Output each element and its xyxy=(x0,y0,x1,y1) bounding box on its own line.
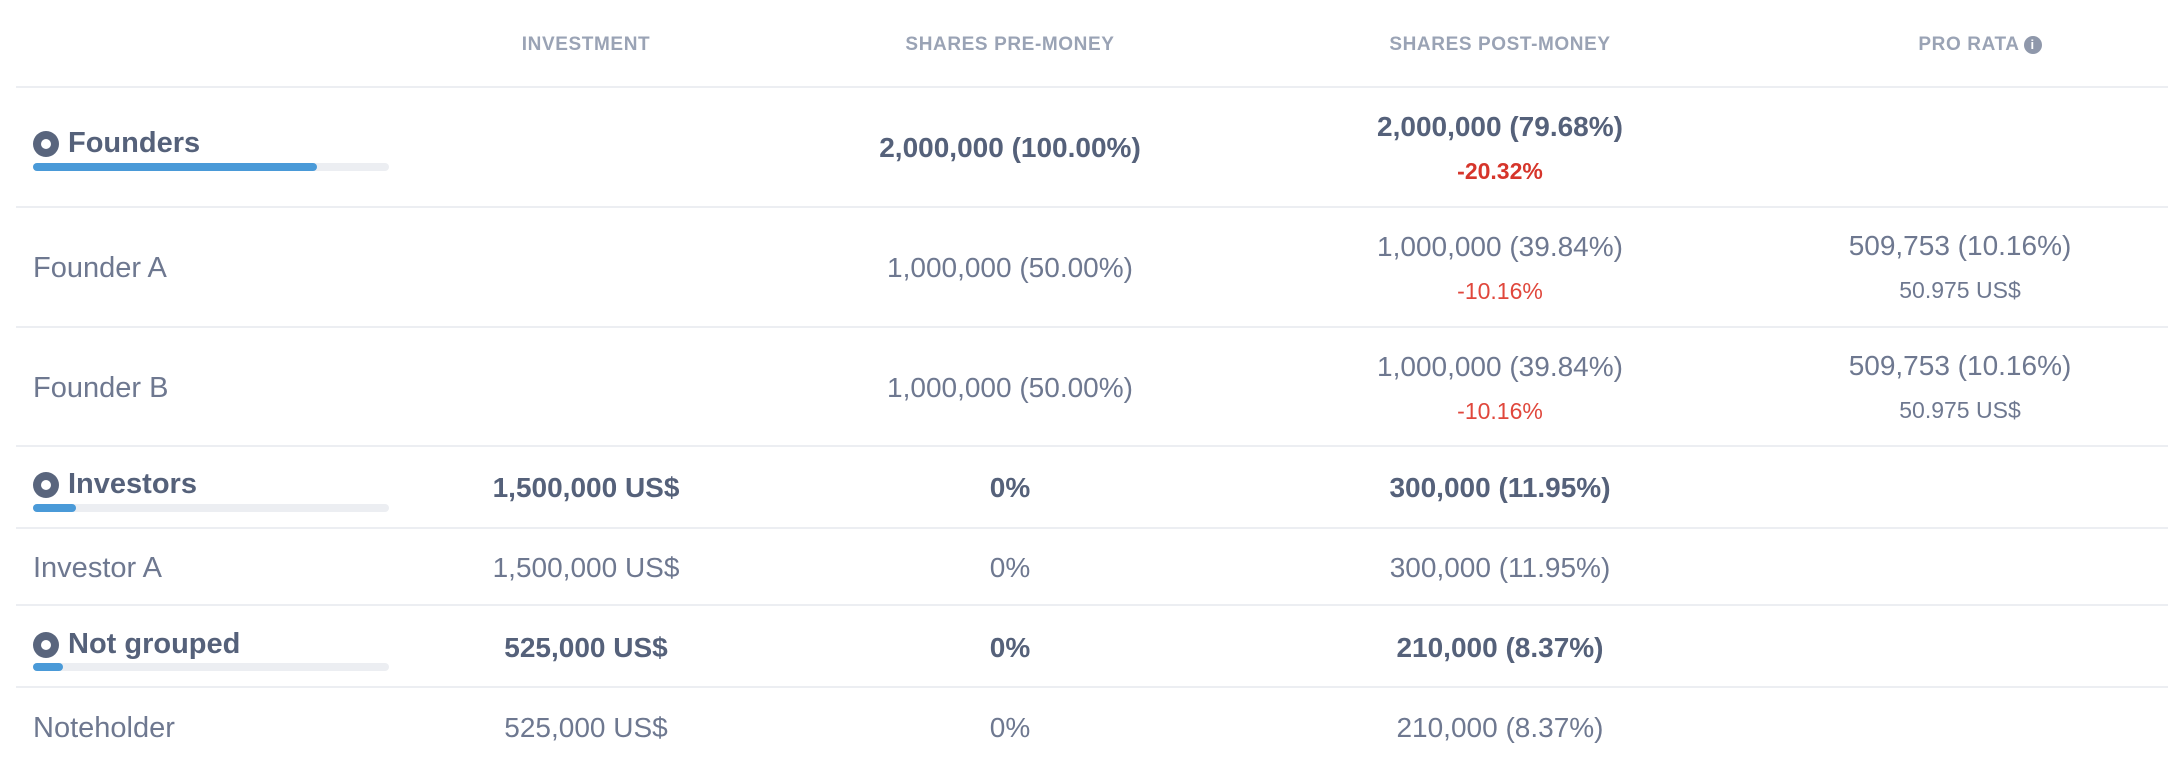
group-toggle-icon[interactable] xyxy=(33,631,59,658)
row-post-delta: -10.16% xyxy=(1457,398,1543,424)
group-investors[interactable]: Investors xyxy=(33,468,197,501)
row-pro-rata-amount: 50.975 US$ xyxy=(1899,397,2021,423)
row-shares-pre: 1,000,000 (50.00%) xyxy=(887,252,1133,283)
divider xyxy=(16,206,2168,208)
group-name: Not grouped xyxy=(68,628,241,660)
divider xyxy=(16,86,2168,88)
group-shares-pre: 2,000,000 (100.00%) xyxy=(879,132,1141,163)
row-shares-post: 1,000,000 (39.84%) xyxy=(1377,231,1623,262)
row-shares-post: 210,000 (8.37%) xyxy=(1396,712,1604,743)
divider xyxy=(16,527,2168,529)
row-post-delta: -10.16% xyxy=(1457,278,1543,304)
info-icon[interactable]: i xyxy=(2023,35,2042,54)
group-shares-pre: 0% xyxy=(989,632,1031,663)
group-progress-bar xyxy=(33,163,389,171)
row-shares-post: 1,000,000 (39.84%) xyxy=(1377,351,1623,382)
group-progress-fill xyxy=(33,663,63,671)
header-shares-post-money: SHARES POST-MONEY xyxy=(1389,34,1611,55)
header-pro-rata: PRO RATA i xyxy=(1860,34,2100,56)
header-shares-pre-money: SHARES PRE-MONEY xyxy=(905,34,1115,55)
row-shares-pre: 0% xyxy=(989,552,1031,583)
header-investment: INVESTMENT xyxy=(521,34,651,55)
divider xyxy=(16,445,2168,447)
group-toggle-icon[interactable] xyxy=(33,471,59,498)
row-pro-rata-amount: 50.975 US$ xyxy=(1899,277,2021,303)
group-shares-post: 210,000 (8.37%) xyxy=(1396,632,1604,663)
group-progress-fill xyxy=(33,163,317,171)
group-name: Investors xyxy=(68,468,197,500)
table-row-name[interactable]: Founder B xyxy=(33,372,169,404)
group-progress-fill xyxy=(33,504,76,512)
table-row-name[interactable]: Noteholder xyxy=(33,712,175,744)
row-shares-pre: 1,000,000 (50.00%) xyxy=(887,372,1133,403)
group-not-grouped[interactable]: Not grouped xyxy=(33,628,240,661)
row-investment: 1,500,000 US$ xyxy=(492,552,680,583)
group-shares-pre: 0% xyxy=(989,472,1031,503)
divider xyxy=(16,326,2168,328)
group-progress-bar xyxy=(33,663,389,671)
divider xyxy=(16,604,2168,606)
group-shares-post: 2,000,000 (79.68%) xyxy=(1377,111,1623,142)
group-investment: 525,000 US$ xyxy=(504,632,668,663)
table-row-name[interactable]: Founder A xyxy=(33,252,167,284)
divider xyxy=(16,686,2168,688)
row-pro-rata: 509,753 (10.16%) xyxy=(1848,350,2072,381)
row-shares-post: 300,000 (11.95%) xyxy=(1389,552,1611,583)
table-row-name[interactable]: Investor A xyxy=(33,552,162,584)
group-shares-post: 300,000 (11.95%) xyxy=(1389,472,1611,503)
group-name: Founders xyxy=(68,127,201,159)
row-pro-rata: 509,753 (10.16%) xyxy=(1848,230,2072,261)
group-progress-bar xyxy=(33,504,389,512)
header-pro-rata-label: PRO RATA xyxy=(1918,34,2020,55)
group-toggle-icon[interactable] xyxy=(33,130,59,157)
row-investment: 525,000 US$ xyxy=(504,712,668,743)
row-shares-pre: 0% xyxy=(989,712,1031,743)
group-founders[interactable]: Founders xyxy=(33,127,200,160)
group-investment: 1,500,000 US$ xyxy=(492,472,680,503)
group-post-delta: -20.32% xyxy=(1457,158,1543,184)
